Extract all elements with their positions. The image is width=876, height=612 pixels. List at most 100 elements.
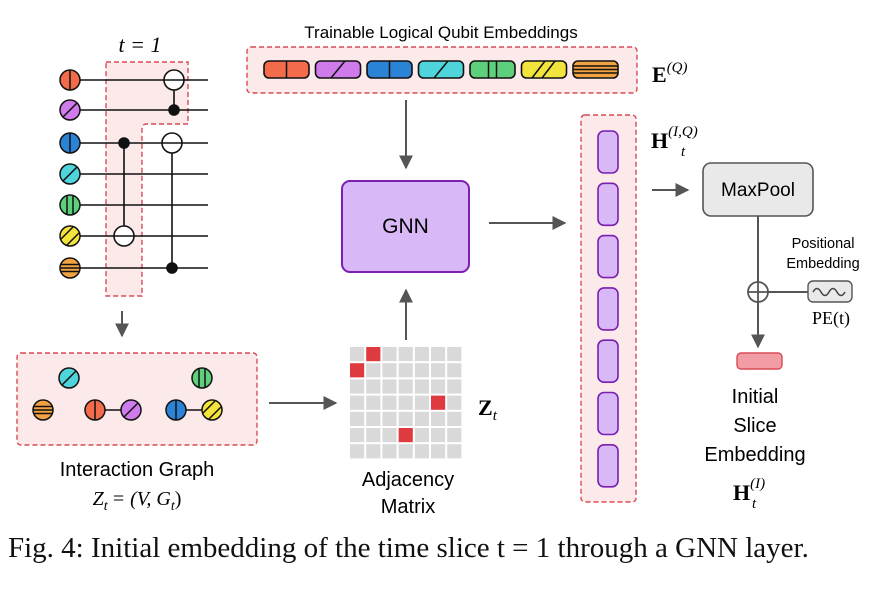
qubit-icon — [59, 257, 81, 279]
embedding-pill — [314, 60, 362, 79]
matrix-cell — [398, 444, 413, 459]
matrix-cell — [431, 347, 446, 362]
adjacency-symbol: Zt — [478, 395, 498, 424]
graph-node-icon — [32, 399, 54, 421]
interaction-graph-box — [16, 352, 258, 446]
interaction-graph-label: Interaction Graph — [60, 459, 215, 481]
matrix-cell — [382, 444, 397, 459]
hidden-embedding-pill — [597, 130, 619, 174]
positional-label-line1: Positional — [792, 236, 855, 252]
embeddings-symbol: E(Q) — [652, 60, 688, 87]
gnn-block: GNN — [341, 180, 470, 273]
matrix-cell — [414, 411, 429, 426]
embedding-pill — [417, 60, 465, 79]
positional-pe-label: PE(t) — [812, 308, 850, 329]
matrix-cell — [398, 363, 413, 378]
matrix-cell — [350, 428, 365, 443]
matrix-cell — [447, 411, 462, 426]
gnn-box — [341, 180, 470, 273]
graph-node-icon — [120, 399, 142, 421]
matrix-cell — [447, 428, 462, 443]
matrix-cell — [447, 347, 462, 362]
time-slice-highlight — [105, 61, 189, 297]
matrix-cell — [447, 395, 462, 410]
interaction-graph: Interaction Graph Zt = (V, Gt) — [16, 352, 258, 514]
matrix-cell — [398, 411, 413, 426]
hidden-symbol: H(I,Q) — [651, 124, 698, 153]
matrix-cell — [414, 379, 429, 394]
matrix-cell — [398, 379, 413, 394]
qubit-wires — [70, 79, 208, 269]
trainable-embeddings: Trainable Logical Qubit Embeddings E(Q) — [246, 23, 688, 94]
initial-embedding-bar — [736, 352, 783, 370]
hidden-embedding-pill — [597, 391, 619, 436]
graph-node-icon — [165, 399, 187, 421]
qubit-icon — [59, 69, 81, 91]
graph-node-icon — [191, 367, 213, 389]
adjacency-matrix: Zt Adjacency Matrix — [350, 347, 498, 518]
embedding-pill — [520, 60, 568, 79]
matrix-cell — [382, 363, 397, 378]
qubit-icon — [59, 194, 81, 216]
matrix-cell-active — [398, 428, 413, 443]
embedding-pill — [366, 60, 413, 79]
matrix-cell — [431, 411, 446, 426]
maxpool-block: MaxPool — [702, 162, 814, 217]
hidden-embedding-pill — [597, 234, 619, 279]
add-operator — [747, 281, 769, 303]
embedding-pill — [263, 60, 310, 79]
adjacency-label-line1: Adjacency — [362, 469, 454, 491]
sine-wave-icon — [812, 287, 846, 297]
matrix-cell — [366, 428, 381, 443]
matrix-cell — [398, 395, 413, 410]
matrix-cell — [350, 347, 365, 362]
matrix-cell — [398, 347, 413, 362]
matrix-cell — [350, 411, 365, 426]
initial-label-line1: Initial — [732, 386, 779, 408]
matrix-cell — [447, 363, 462, 378]
embeddings-title: Trainable Logical Qubit Embeddings — [304, 23, 577, 42]
matrix-cell — [447, 379, 462, 394]
hidden-embedding-pill — [597, 339, 619, 384]
interaction-graph-formula: Zt = (V, Gt) — [93, 488, 182, 514]
matrix-cell — [382, 395, 397, 410]
matrix-cell-active — [366, 347, 381, 362]
initial-label-line2: Slice — [733, 415, 776, 437]
graph-node-icon — [84, 399, 106, 421]
initial-slice-embedding: Initial Slice Embedding H(I) t — [704, 352, 806, 512]
initial-subscript: t — [752, 496, 757, 512]
matrix-cell — [431, 363, 446, 378]
matrix-cell — [382, 428, 397, 443]
matrix-cell-active — [431, 395, 446, 410]
hidden-embeddings: H(I,Q) t — [580, 114, 698, 503]
matrix-cell — [414, 347, 429, 362]
quantum-circuit: t = 1 — [59, 32, 208, 297]
matrix-cell — [350, 444, 365, 459]
matrix-cell — [366, 444, 381, 459]
matrix-cell — [414, 395, 429, 410]
hidden-embedding-pill — [597, 443, 619, 488]
hidden-subscript: t — [681, 144, 686, 160]
qubit-icon — [59, 225, 81, 247]
matrix-cell — [382, 347, 397, 362]
hidden-embedding-pill — [597, 182, 619, 227]
matrix-cell — [366, 411, 381, 426]
hidden-embedding-pill — [597, 287, 619, 331]
matrix-cell — [431, 428, 446, 443]
qubit-icon — [59, 163, 81, 185]
matrix-cell — [366, 363, 381, 378]
qubit-icon — [59, 132, 81, 154]
matrix-cell — [366, 395, 381, 410]
matrix-cell — [431, 444, 446, 459]
initial-symbol: H(I) — [733, 476, 765, 505]
matrix-cell — [431, 379, 446, 394]
matrix-cell — [414, 363, 429, 378]
gnn-label: GNN — [382, 215, 429, 238]
time-slice-label: t = 1 — [119, 32, 162, 57]
matrix-cell — [382, 379, 397, 394]
cnot-gates — [113, 69, 185, 274]
adjacency-label-line2: Matrix — [381, 496, 435, 518]
positional-label-line2: Embedding — [786, 256, 859, 272]
matrix-cell — [414, 444, 429, 459]
positional-embedding: Positional Embedding PE(t) — [786, 236, 859, 329]
